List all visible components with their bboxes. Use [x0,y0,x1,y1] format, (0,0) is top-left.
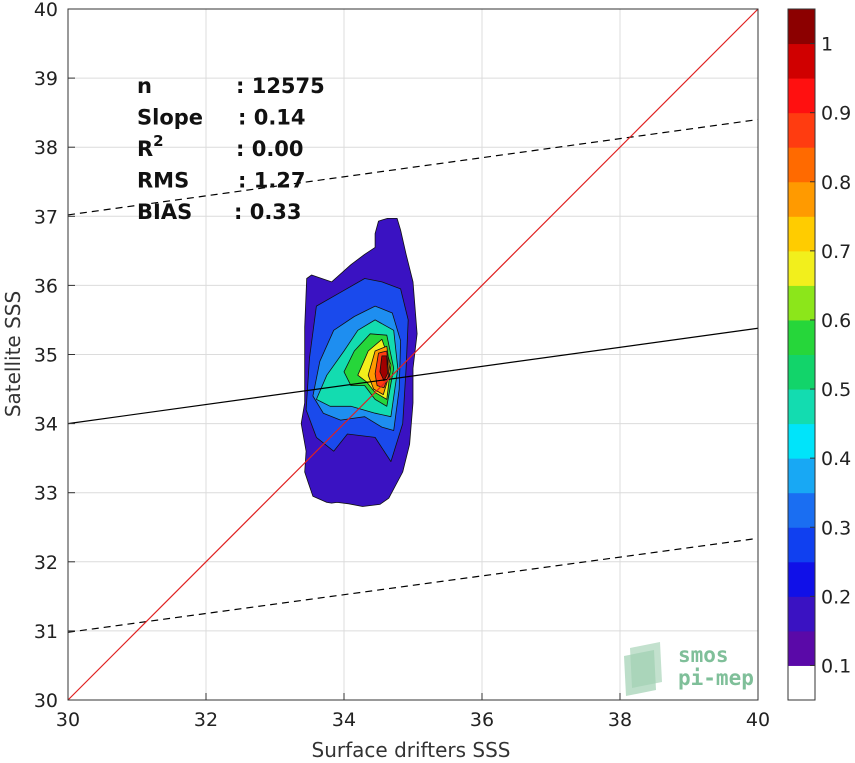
stat-label-text: RMS [137,169,189,193]
colorbar-segment [788,181,815,217]
stat-label-n: n [137,74,152,98]
stat-label-rms: RMS [137,169,189,193]
x-tick-label: 30 [56,709,80,731]
x-tick-label: 38 [608,709,632,731]
colorbar-tick-label: 0.5 [821,379,851,401]
y-tick-label: 31 [34,621,58,643]
stat-label-text: Slope [137,106,203,130]
colorbar-tick-label: 0.3 [821,517,851,539]
colorbar-segment [788,423,815,459]
y-tick-label: 30 [34,690,58,712]
y-axis-ticks: 30 31 32 33 34 35 36 37 38 39 40 [34,0,75,712]
y-tick-label: 34 [34,414,58,436]
colorbar-segment [788,112,815,148]
colorbar-segment [788,492,815,528]
stat-label-slope: Slope [137,106,203,130]
logo-text-line1: smos [678,643,729,667]
identity-line [67,8,759,701]
colorbar-segment [788,458,815,494]
colorbar-segment [788,216,815,252]
x-axis-title: Surface drifters SSS [312,738,511,762]
colorbar-tick-label: 0.8 [821,172,851,194]
regression-line [67,327,759,425]
stat-value-r: : 0.00 [236,137,304,161]
y-tick-label: 35 [34,345,58,367]
x-tick-label: 34 [332,709,356,731]
stat-label-text: BIAS [137,200,192,224]
x-tick-label: 36 [470,709,494,731]
y-tick-label: 33 [34,483,58,505]
reference-lines [67,8,759,701]
stat-label-r: R2 [137,132,164,161]
colorbar-segment [788,630,815,666]
x-tick-label: 32 [194,709,218,731]
stat-label-superscript: 2 [153,132,163,150]
stat-value-slope: : 0.14 [238,106,306,130]
rms-bound-line-lower [67,537,759,633]
colorbar-segment [788,354,815,390]
colorbar [787,8,816,701]
logo-mark-icon-layer [624,650,656,696]
smos-pi-mep-logo: smos pi-mep [624,642,754,696]
colorbar-segment [788,389,815,425]
y-axis-title: Satellite SSS [1,291,25,417]
colorbar-segment [788,285,815,321]
colorbar-segment [788,9,815,45]
logo-text-line2: pi-mep [678,666,754,690]
y-tick-label: 39 [34,68,58,90]
stat-label-text: n [137,74,152,98]
x-tick-label: 40 [746,709,770,731]
stat-value-bias: : 0.33 [234,200,302,224]
colorbar-tick-label: 0.2 [821,586,851,608]
colorbar-tick-label: 0.1 [821,655,851,677]
colorbar-segment [788,78,815,114]
colorbar-segment [788,250,815,286]
colorbar-ticks: 0.1 0.2 0.3 0.4 0.5 0.6 0.7 0.8 0.9 1 [810,34,851,677]
density-contour-level-8 [379,355,388,382]
colorbar-frame [787,8,816,701]
x-axis-ticks: 30 32 34 36 38 40 [56,693,770,731]
colorbar-segment [788,147,815,183]
colorbar-tick-label: 1 [821,34,833,56]
y-tick-label: 32 [34,552,58,574]
colorbar-segment [788,665,815,701]
rms-bound-line-upper [67,118,759,216]
density-contours [300,217,418,507]
stat-value-rms: : 1.27 [238,169,306,193]
colorbar-tick-label: 0.4 [821,448,851,470]
y-tick-label: 36 [34,275,58,297]
colorbar-segment [788,596,815,632]
colorbar-tick-label: 0.7 [821,241,851,263]
colorbar-tick-label: 0.6 [821,310,851,332]
colorbar-tick-label: 0.9 [821,103,851,125]
stat-label-bias: BIAS [137,200,192,224]
y-tick-label: 37 [34,206,58,228]
colorbar-segment [788,43,815,79]
colorbar-segment [788,319,815,355]
colorbar-segment [788,561,815,597]
stat-value-n: : 12575 [236,74,325,98]
colorbar-segment [788,527,815,563]
statistics-box: n : 12575 Slope : 0.14 R2 : 0.00 RMS : 1.27 BIAS… [137,74,325,224]
y-tick-label: 38 [34,137,58,159]
y-tick-label: 40 [34,0,58,21]
stat-label-text: R [137,137,153,161]
